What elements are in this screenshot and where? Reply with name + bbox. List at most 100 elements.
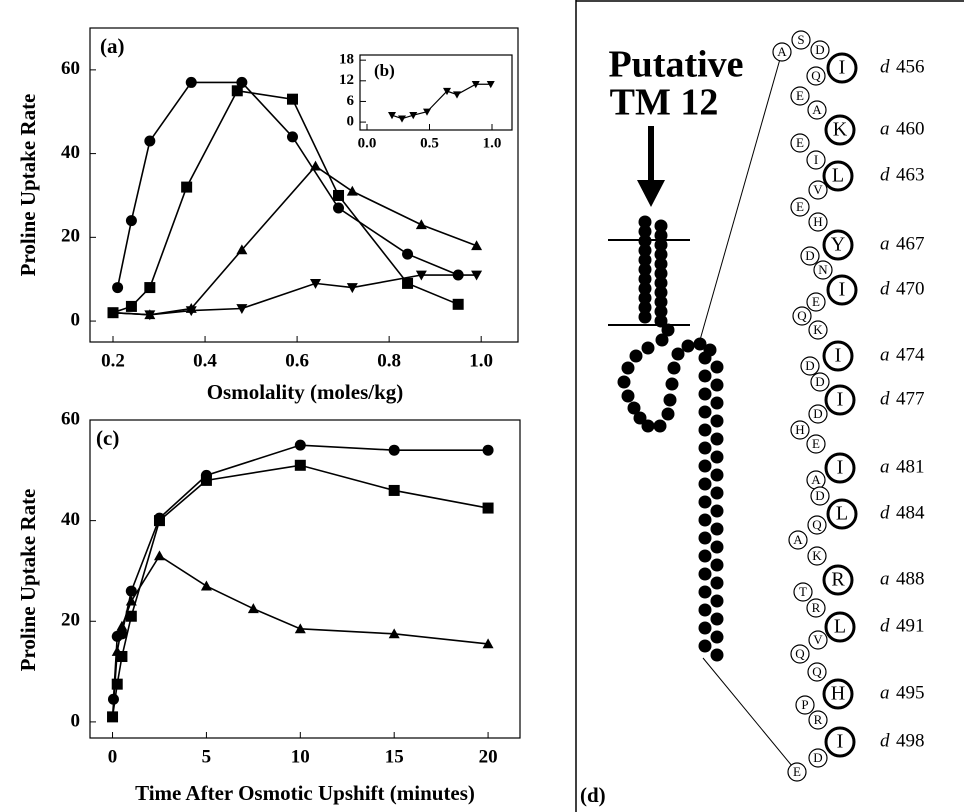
x-tick-label: 0.2 <box>101 350 125 371</box>
arrow-head <box>637 180 665 207</box>
bead <box>699 622 712 635</box>
bead <box>711 613 724 626</box>
heptad-position: a <box>880 568 890 589</box>
heptad-position: d <box>880 388 890 409</box>
point <box>347 186 358 196</box>
y-tick-label: 60 <box>61 408 80 429</box>
y-tick-label: 60 <box>61 58 80 79</box>
bead <box>618 376 631 389</box>
heptad-position: d <box>880 278 890 299</box>
x-tick-label: 10 <box>291 746 310 767</box>
bead <box>711 469 724 482</box>
residue-letter: K <box>813 322 823 337</box>
residue-letter: D <box>815 488 824 503</box>
x-tick-label: 15 <box>385 746 404 767</box>
point <box>347 283 358 293</box>
y-tick-label: 6 <box>347 93 355 109</box>
heptad-position: a <box>880 682 890 703</box>
residue-letter: Y <box>831 234 845 256</box>
bead <box>699 442 712 455</box>
bead <box>711 415 724 428</box>
residue-number: 463 <box>896 164 925 185</box>
point <box>116 621 127 631</box>
bead <box>622 362 635 375</box>
bead <box>699 460 712 473</box>
heptad-position: a <box>880 233 890 254</box>
residue-letter: L <box>832 165 844 187</box>
figure: (d) Putative TM 12 0.20.40.60.81.0020406… <box>0 0 964 812</box>
residue-letter: S <box>797 32 804 47</box>
y-axis-label: Proline Uptake Rate <box>16 489 40 672</box>
series-line <box>392 84 491 118</box>
point <box>112 679 123 690</box>
heptad-position: d <box>880 502 890 523</box>
y-tick-label: 40 <box>61 142 80 163</box>
residue-letter: Q <box>795 646 805 661</box>
residue-letter: A <box>811 472 821 487</box>
bead <box>699 496 712 509</box>
point <box>112 282 123 293</box>
bead <box>622 390 635 403</box>
bead <box>699 352 712 365</box>
point <box>248 603 259 613</box>
series-line <box>113 465 489 717</box>
residue-letter: D <box>805 248 814 263</box>
bead <box>711 559 724 572</box>
residue-letter: E <box>796 135 804 150</box>
bead <box>682 340 695 353</box>
y-tick-label: 0 <box>71 309 81 330</box>
bead-chain <box>618 216 724 662</box>
point <box>389 445 400 456</box>
point <box>416 219 427 229</box>
panel-label: (a) <box>100 34 125 58</box>
bead <box>639 311 652 324</box>
bead <box>699 568 712 581</box>
y-axis-label: Proline Uptake Rate <box>16 94 40 277</box>
residue-letter: K <box>833 119 848 141</box>
x-tick-label: 0.4 <box>193 350 217 371</box>
bead <box>699 640 712 653</box>
bead <box>654 420 667 433</box>
plot-frame <box>90 28 518 342</box>
panel-label: (c) <box>96 426 119 450</box>
point <box>112 646 123 656</box>
bead <box>711 361 724 374</box>
x-tick-label: 1.0 <box>469 350 493 371</box>
residue-letter: Q <box>812 517 822 532</box>
diagram-title: TM 12 <box>610 82 719 124</box>
point <box>126 301 137 312</box>
bead <box>711 451 724 464</box>
residue-letter: I <box>837 731 844 753</box>
bead <box>711 577 724 590</box>
heptad-position: d <box>880 730 890 751</box>
point <box>295 460 306 471</box>
heptad-position: a <box>880 456 890 477</box>
point <box>483 503 494 514</box>
heptad-position: a <box>880 344 890 365</box>
residue-number: 474 <box>896 344 925 365</box>
residue-letter: D <box>815 42 824 57</box>
bead <box>711 541 724 554</box>
residue-letter: R <box>814 712 823 727</box>
bead <box>699 586 712 599</box>
y-tick-label: 20 <box>61 610 80 631</box>
residue-letter: T <box>799 584 807 599</box>
residue-letter: Q <box>811 68 821 83</box>
x-tick-label: 0.0 <box>358 135 377 151</box>
x-tick-label: 0.5 <box>420 135 439 151</box>
point <box>402 249 413 260</box>
bead <box>711 523 724 536</box>
point <box>144 282 155 293</box>
residue-letter: E <box>812 436 820 451</box>
point <box>201 581 212 591</box>
residue-letter: Q <box>797 308 807 323</box>
residue-letter: E <box>796 88 804 103</box>
residue-letter: H <box>831 683 845 705</box>
x-tick-label: 0.8 <box>377 350 401 371</box>
point <box>126 215 137 226</box>
residue-letter: I <box>837 457 844 479</box>
y-tick-label: 0 <box>71 710 81 731</box>
connector <box>703 658 797 772</box>
bead <box>699 424 712 437</box>
series-line <box>113 445 488 699</box>
